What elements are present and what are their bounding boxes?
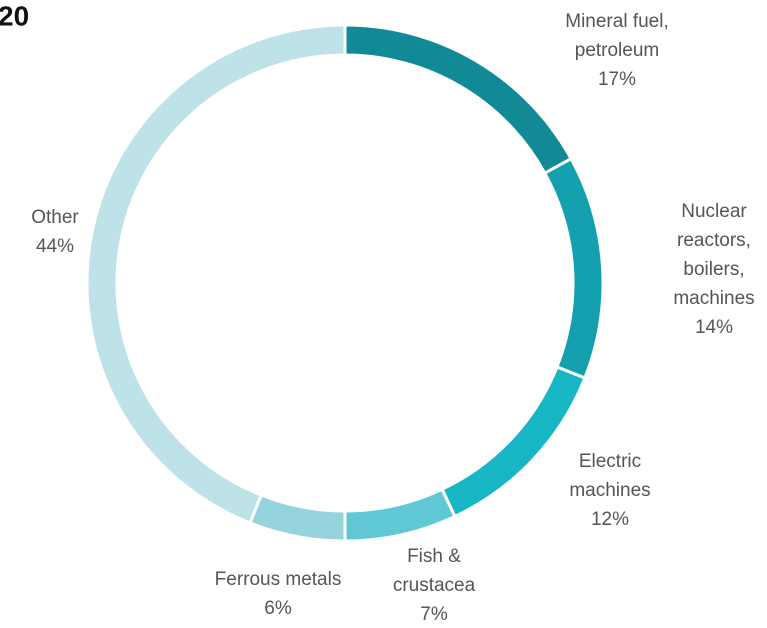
donut-slice	[542, 156, 605, 380]
slice-label: Mineral fuel,	[565, 11, 669, 32]
slice-label: machines	[673, 288, 754, 309]
donut-slice	[248, 493, 347, 543]
slice-label: Ferrous metals	[215, 569, 342, 590]
slice-label: petroleum	[575, 40, 660, 61]
value-label: 14%	[695, 317, 733, 338]
slice-label: crustacea	[393, 575, 476, 596]
value-label: 17%	[598, 69, 636, 90]
donut-slice	[343, 23, 574, 176]
slice-label: boilers,	[683, 259, 744, 280]
slice-label: Other	[31, 207, 79, 228]
value-label: 6%	[264, 598, 292, 619]
value-label: 7%	[420, 604, 448, 625]
slice-label: Nuclear	[681, 201, 747, 222]
slice-label: reactors,	[677, 230, 751, 251]
value-label: 12%	[591, 509, 629, 530]
slice-label: Fish &	[407, 546, 461, 567]
donut-slice	[440, 364, 587, 519]
donut-slice	[85, 23, 347, 525]
chart-title: 20	[0, 0, 29, 31]
slice-label: Electric	[579, 451, 641, 472]
donut-slice	[343, 487, 457, 543]
slice-label: machines	[569, 480, 650, 501]
value-label: 44%	[36, 236, 74, 257]
